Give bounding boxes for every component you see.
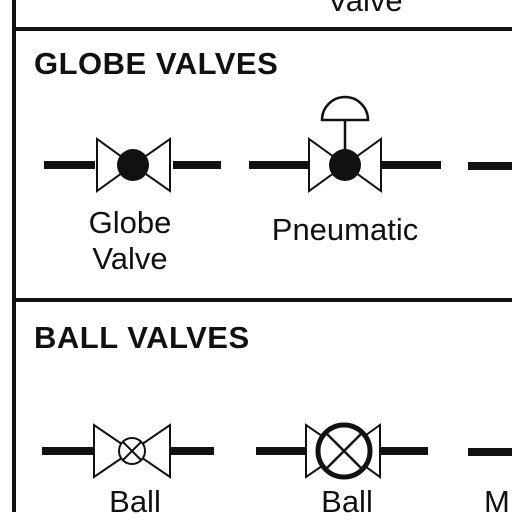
ball-valve-symbol-icon — [42, 423, 214, 479]
ball-valve-large-symbol-icon — [256, 422, 428, 480]
partial-pipe-line-icon — [468, 162, 512, 170]
pneumatic-caption: Pneumatic — [271, 212, 419, 247]
ball-valve-caption: Ball — [109, 484, 161, 519]
globe-valve-symbol-icon — [44, 137, 221, 193]
section-divider-middle — [12, 298, 512, 302]
top-section-caption: Valve — [327, 0, 403, 18]
ball-valve-large-caption: Ball — [321, 484, 373, 519]
left-border — [12, 0, 16, 512]
partial-caption: M — [484, 484, 510, 519]
ball-valves-heading: BALL VALVES — [34, 320, 250, 355]
globe-valve-caption-line2: Valve — [92, 241, 168, 276]
pneumatic-globe-valve-symbol-icon — [249, 95, 441, 193]
globe-valve-caption-line1: Globe — [88, 205, 172, 240]
section-divider-top — [12, 27, 512, 31]
globe-valves-heading: GLOBE VALVES — [34, 46, 279, 81]
partial-pipe-line-icon — [468, 448, 512, 456]
